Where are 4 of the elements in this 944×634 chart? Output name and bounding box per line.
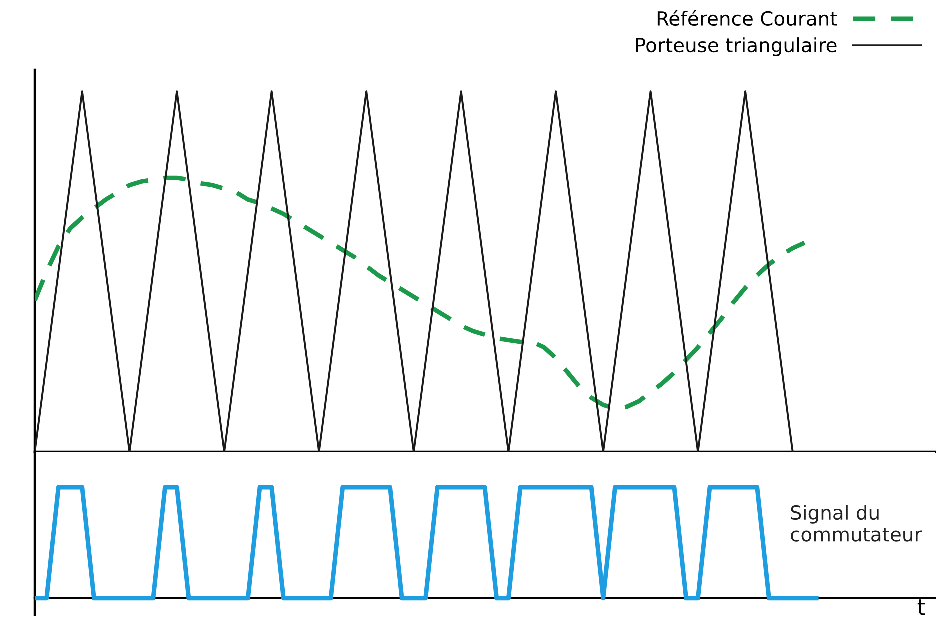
series-label: Signal du commutateur [791, 505, 922, 542]
x-axis-title: t [918, 600, 926, 616]
legend-label: Porteuse triangulaire [636, 38, 837, 56]
legend-label: Référence Courant [658, 10, 838, 26]
